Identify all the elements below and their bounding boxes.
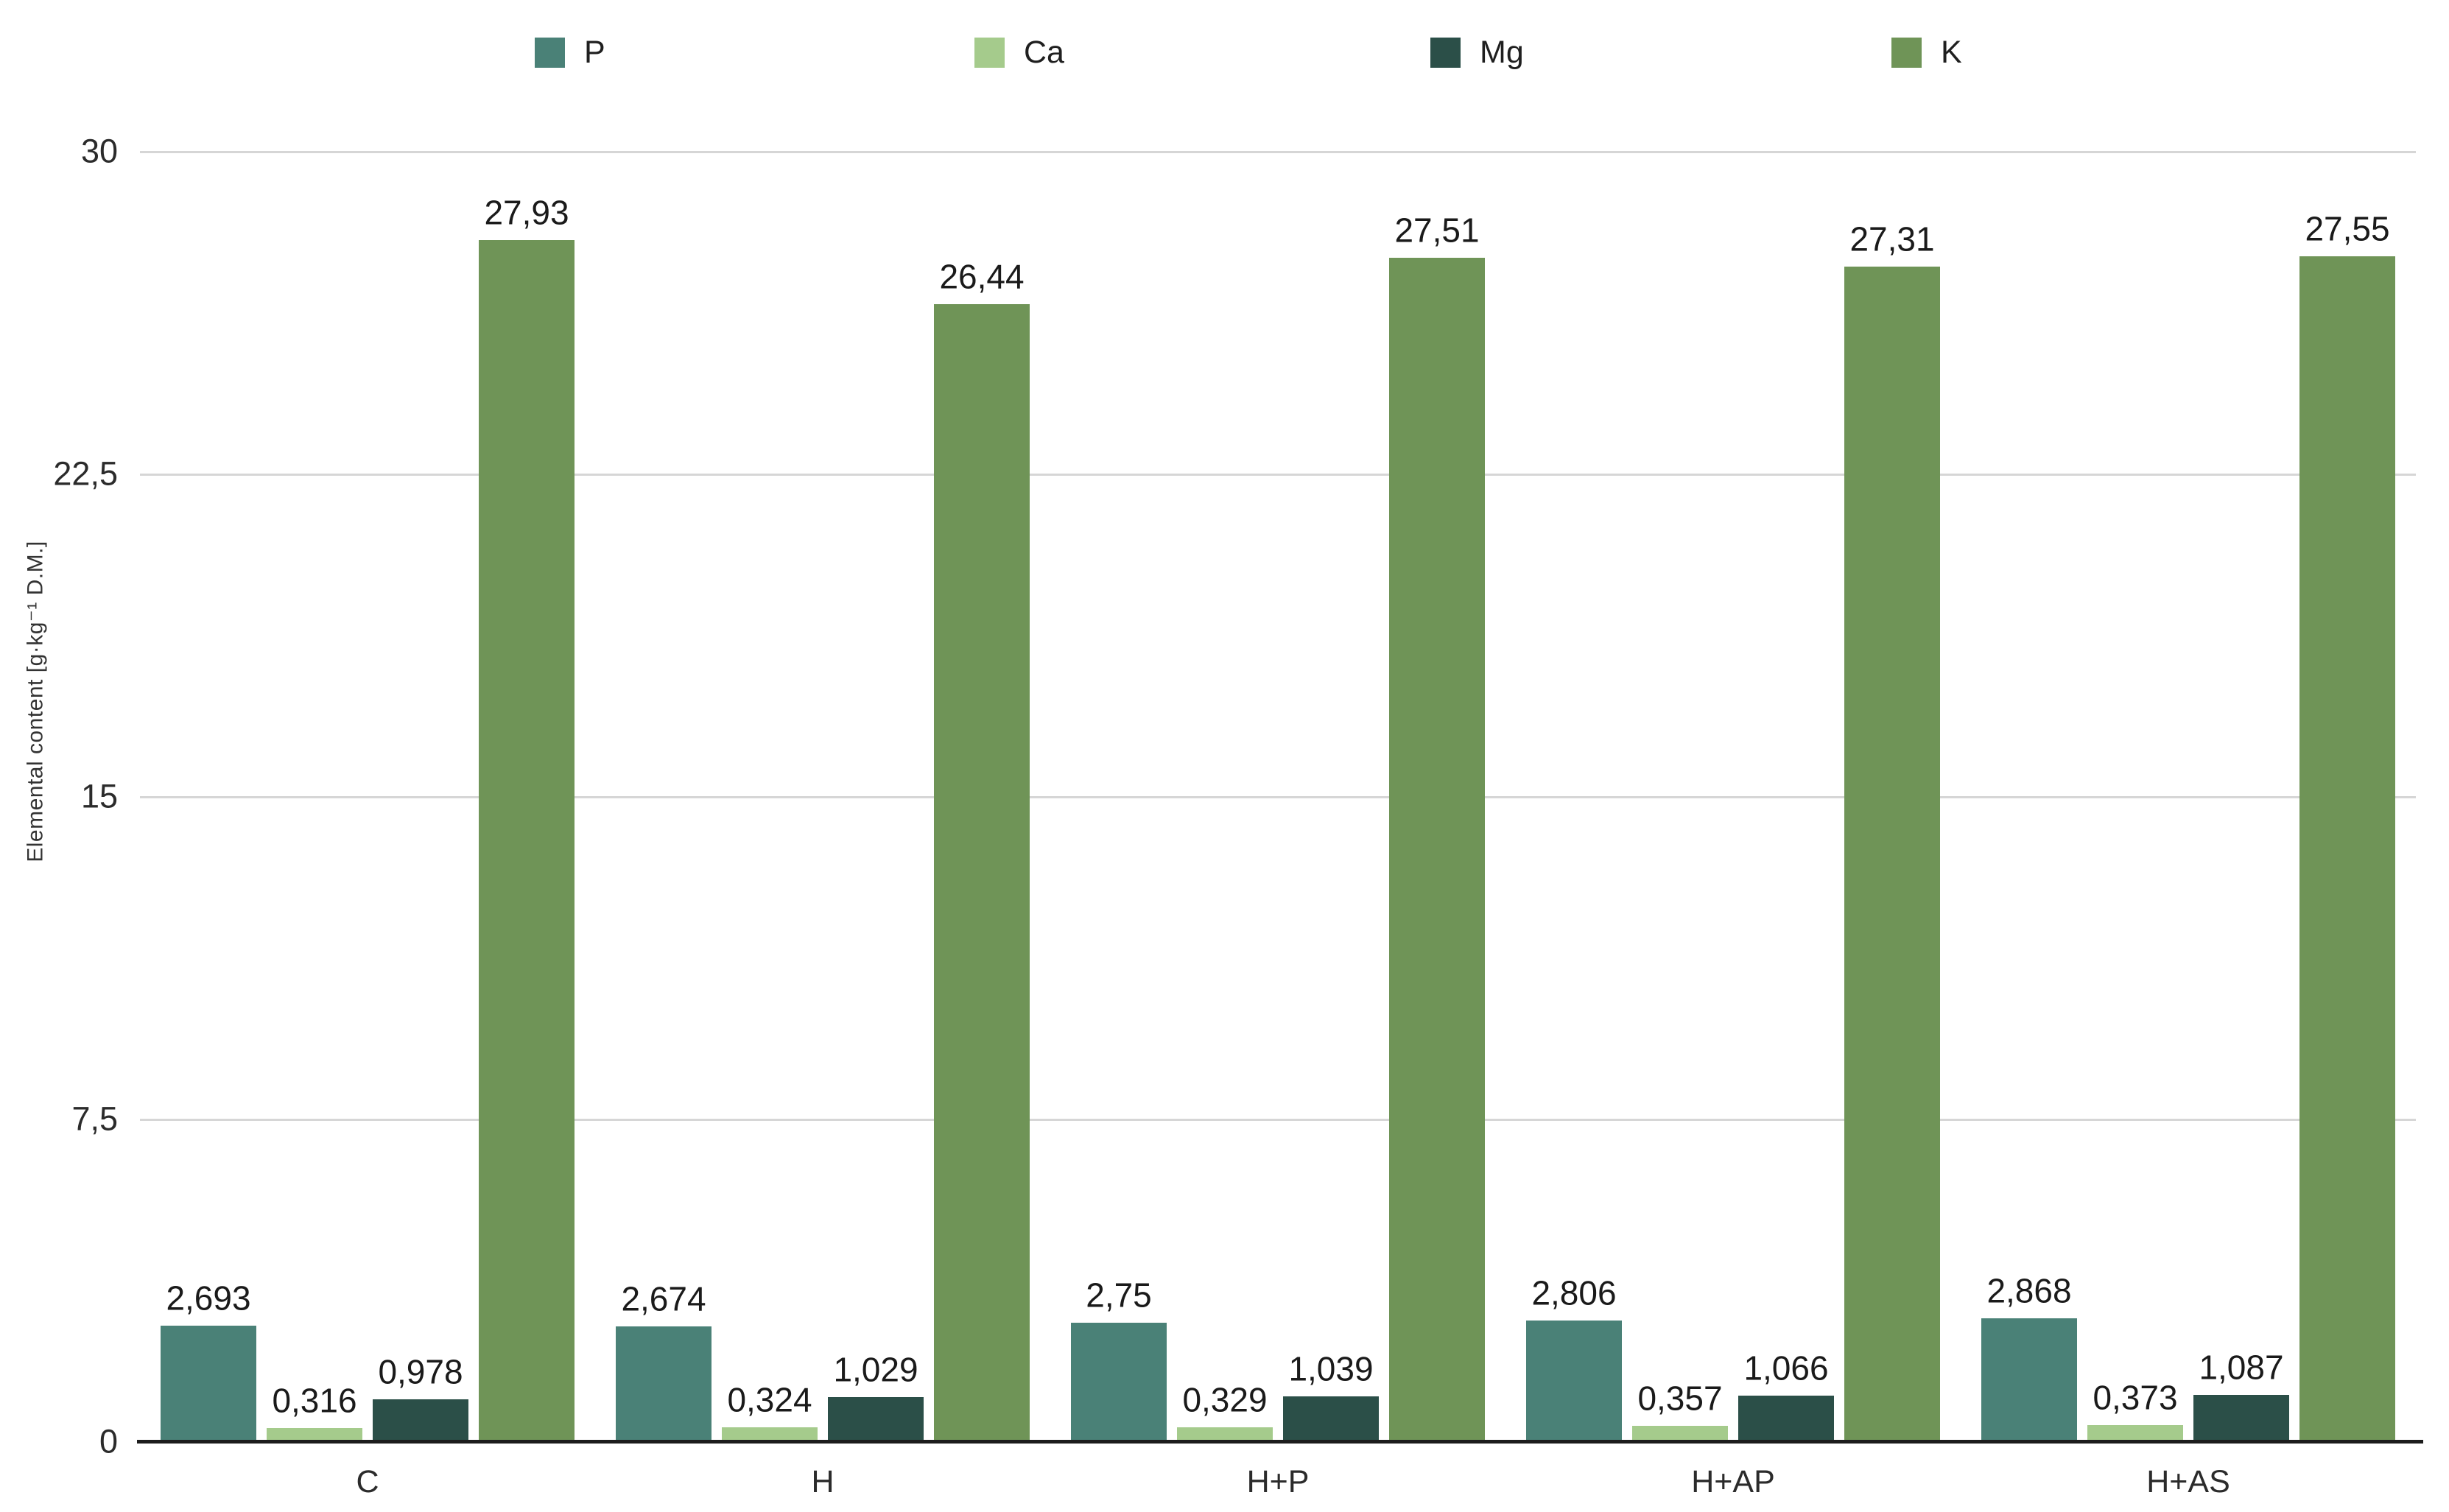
bar-value-Ca-C: 0,316	[272, 1380, 357, 1419]
bar-Ca-C[interactable]	[267, 1427, 362, 1441]
bar-value-P-H: 2,674	[621, 1279, 706, 1318]
bar-value-K-H+AP: 27,31	[1849, 219, 1935, 259]
gridline-7,5	[140, 1119, 2416, 1121]
x-tick-label-H+P: H+P	[1246, 1464, 1310, 1499]
legend-item-mg[interactable]: Mg	[1430, 37, 1524, 68]
y-tick-label-22,5: 22,5	[53, 454, 118, 493]
bar-P-H[interactable]	[616, 1326, 711, 1441]
gridline-15	[140, 796, 2416, 798]
bar-P-H+AS[interactable]	[1981, 1318, 2077, 1441]
bar-K-H+AP[interactable]	[1844, 267, 1940, 1441]
gridline-30	[140, 151, 2416, 153]
bar-P-H+P[interactable]	[1071, 1323, 1167, 1441]
bar-value-K-H+AS: 27,55	[2305, 209, 2390, 248]
bar-value-Mg-H: 1,029	[833, 1350, 918, 1389]
legend-item-p[interactable]: P	[535, 37, 605, 68]
bar-K-H+P[interactable]	[1389, 258, 1485, 1441]
bar-Ca-H+AP[interactable]	[1632, 1426, 1728, 1441]
bar-value-P-C: 2,693	[166, 1279, 251, 1318]
y-tick-label-30: 30	[80, 132, 118, 170]
bar-value-Mg-H+AP: 1,066	[1743, 1349, 1829, 1388]
bar-Mg-H[interactable]	[828, 1396, 924, 1441]
y-tick-label-15: 15	[80, 777, 118, 815]
gridline-22,5	[140, 474, 2416, 476]
x-tick-label-H+AP: H+AP	[1691, 1464, 1775, 1499]
legend-swatch-k-icon	[1891, 38, 1922, 68]
bar-K-H+AS[interactable]	[2299, 256, 2395, 1441]
bar-Mg-H+P[interactable]	[1283, 1396, 1379, 1441]
y-tick-label-0: 0	[99, 1422, 118, 1460]
legend-label-ca: Ca	[1024, 35, 1064, 70]
bar-value-K-H+P: 27,51	[1394, 211, 1480, 250]
bar-P-H+AP[interactable]	[1526, 1321, 1622, 1441]
legend-label-p: P	[584, 35, 605, 70]
bar-value-Ca-H+AS: 0,373	[2093, 1378, 2178, 1417]
bar-K-H[interactable]	[934, 303, 1030, 1441]
bar-P-C[interactable]	[161, 1325, 256, 1441]
legend-item-ca[interactable]: Ca	[974, 37, 1064, 68]
legend-item-k[interactable]: K	[1891, 37, 1962, 68]
plot-area: 2,693 0,316 0,978 27,93 2,674 0,324 1,029 26,44…	[140, 151, 2416, 1441]
bar-value-K-H: 26,44	[939, 257, 1025, 296]
y-tick-label-7,5: 7,5	[71, 1100, 118, 1138]
bar-Mg-H+AS[interactable]	[2193, 1394, 2289, 1441]
legend-swatch-p-icon	[535, 38, 565, 68]
bar-value-Mg-H+P: 1,039	[1288, 1349, 1374, 1388]
bar-value-P-H+AS: 2,868	[1986, 1270, 2072, 1309]
bar-value-Ca-H+AP: 0,357	[1637, 1379, 1723, 1418]
legend-label-mg: Mg	[1480, 35, 1524, 70]
bar-Ca-H[interactable]	[722, 1427, 818, 1441]
bar-value-P-H+AP: 2,806	[1531, 1273, 1617, 1312]
bar-Ca-H+P[interactable]	[1177, 1427, 1273, 1441]
bar-Ca-H+AS[interactable]	[2087, 1425, 2183, 1441]
bar-value-Mg-H+AS: 1,087	[2199, 1347, 2284, 1386]
x-tick-label-H: H	[811, 1464, 835, 1499]
x-tick-label-H+AS: H+AS	[2146, 1464, 2230, 1499]
legend-label-k: K	[1941, 35, 1962, 70]
bar-value-K-C: 27,93	[484, 193, 569, 232]
legend-swatch-ca-icon	[974, 38, 1005, 68]
bar-value-Mg-C: 0,978	[378, 1352, 463, 1391]
x-tick-label-C: C	[356, 1464, 379, 1499]
bar-Mg-C[interactable]	[373, 1399, 468, 1441]
bar-value-Ca-H: 0,324	[727, 1380, 812, 1419]
bar-Mg-H+AP[interactable]	[1738, 1395, 1834, 1441]
bar-value-Ca-H+P: 0,329	[1182, 1380, 1268, 1419]
x-axis-line	[137, 1440, 2423, 1444]
bar-value-P-H+P: 2,75	[1086, 1276, 1152, 1315]
bar-K-C[interactable]	[479, 239, 575, 1441]
legend-swatch-mg-icon	[1430, 38, 1461, 68]
